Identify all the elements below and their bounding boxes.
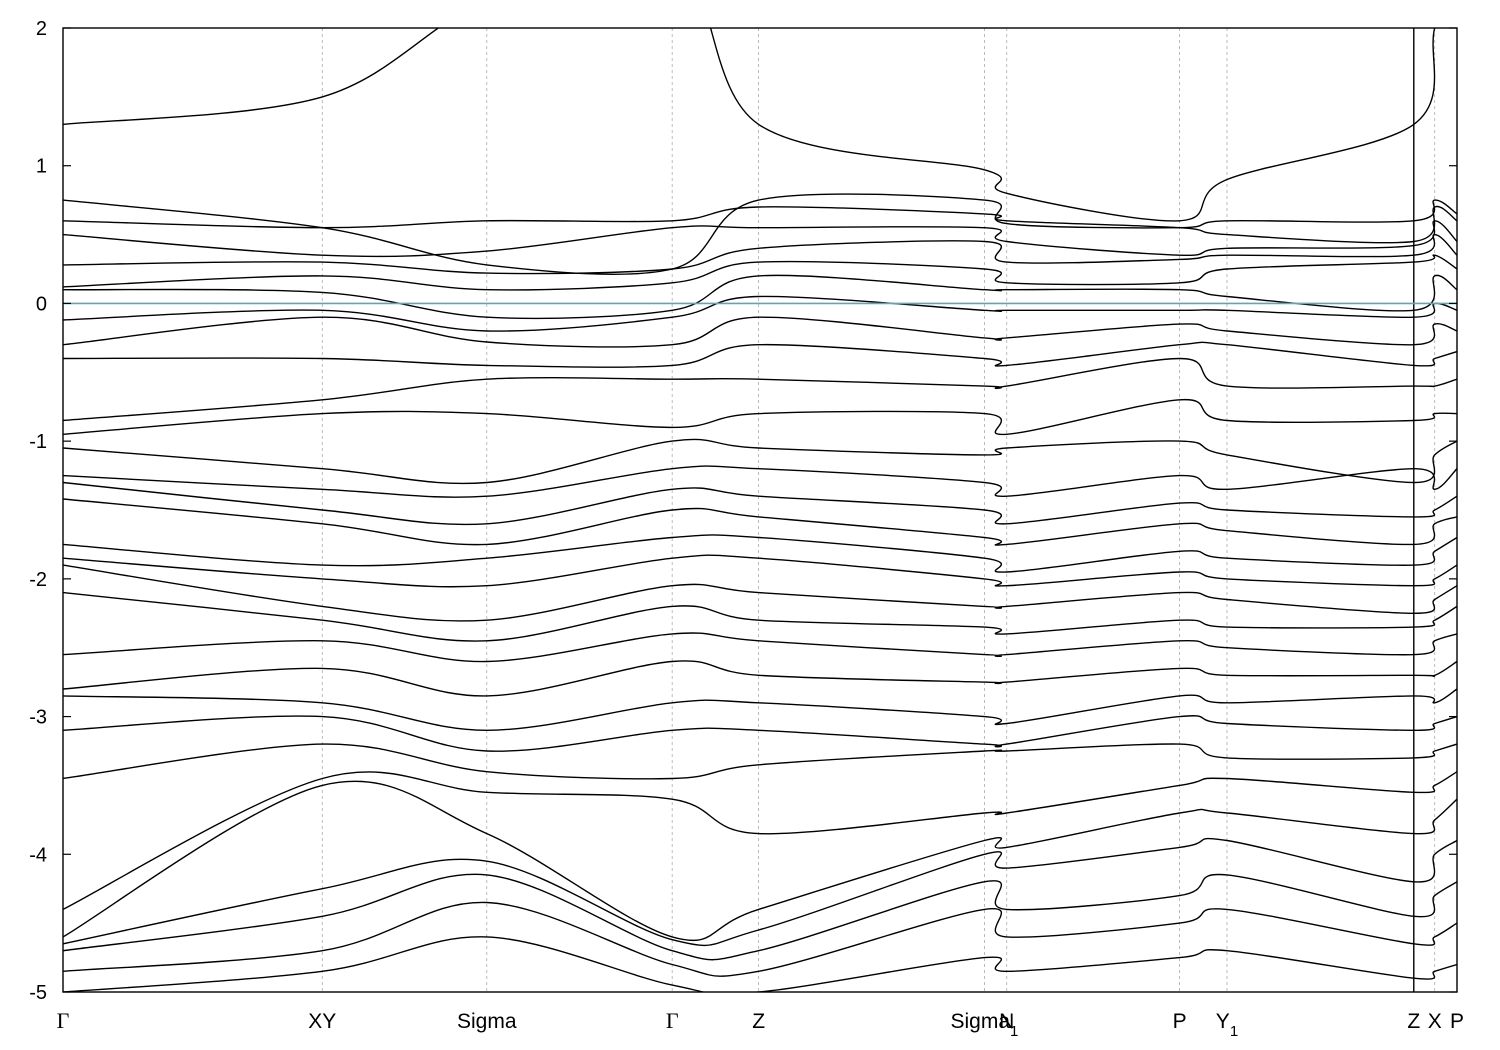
band-line — [63, 498, 1457, 546]
band-line — [63, 357, 1457, 422]
band-line — [63, 873, 1457, 961]
band-line — [63, 660, 1457, 697]
y-tick-label: -5 — [29, 982, 47, 1004]
y-tick-label: -1 — [29, 431, 47, 453]
x-tick-label: Sigma — [457, 1010, 517, 1033]
band-line — [63, 254, 1457, 291]
x-tick-label: XY — [308, 1010, 336, 1033]
band-line — [63, 554, 1457, 588]
band-line — [63, 901, 1457, 977]
band-line — [63, 743, 1457, 780]
x-tick-label: Sigma1 — [950, 1010, 1018, 1040]
x-tick-label: P — [1450, 1010, 1464, 1033]
band-line — [63, 481, 1457, 526]
band-line — [63, 771, 1457, 911]
band-line — [63, 233, 1457, 275]
band-lines — [63, 28, 1457, 992]
y-axis-ticks: 2 1 0 -1 -2 -3 -4 -5 — [29, 18, 1457, 1004]
band-line — [63, 274, 1457, 320]
x-tick-label: Γ — [666, 1008, 679, 1033]
y-tick-label: 0 — [36, 293, 47, 315]
y-tick-label: -4 — [29, 844, 47, 866]
band-line — [63, 591, 1457, 642]
band-line — [63, 688, 1457, 732]
band-line — [63, 936, 1457, 992]
band-line — [63, 534, 1457, 573]
band-line — [63, 564, 1457, 622]
band-line — [63, 715, 1457, 752]
x-tick-label: P — [1173, 1010, 1187, 1033]
band-line — [63, 316, 1457, 348]
x-tick-label: Y1 — [1216, 1010, 1238, 1040]
band-line — [63, 398, 1457, 436]
y-tick-label: 2 — [36, 18, 47, 40]
x-tick-label: X — [1428, 1010, 1442, 1033]
band-line — [63, 837, 1457, 947]
y-tick-label: -3 — [29, 707, 47, 729]
band-line — [63, 295, 1457, 332]
x-tick-label: N — [999, 1010, 1014, 1033]
band-line — [63, 205, 1457, 244]
band-line — [63, 341, 1457, 368]
band-line — [63, 780, 1457, 942]
band-line — [63, 632, 1457, 663]
band-line — [63, 220, 1457, 258]
y-tick-label: -2 — [29, 569, 47, 591]
y-tick-label: 1 — [36, 156, 47, 178]
band-line — [63, 465, 1457, 498]
band-line — [63, 438, 1457, 485]
band-line — [63, 28, 1436, 222]
plot-frame — [62, 27, 1458, 993]
x-tick-label: Z — [1407, 1010, 1420, 1033]
x-tick-label: Γ — [57, 1008, 70, 1033]
band-line — [63, 193, 1457, 275]
x-tick-label: Z — [752, 1010, 765, 1033]
